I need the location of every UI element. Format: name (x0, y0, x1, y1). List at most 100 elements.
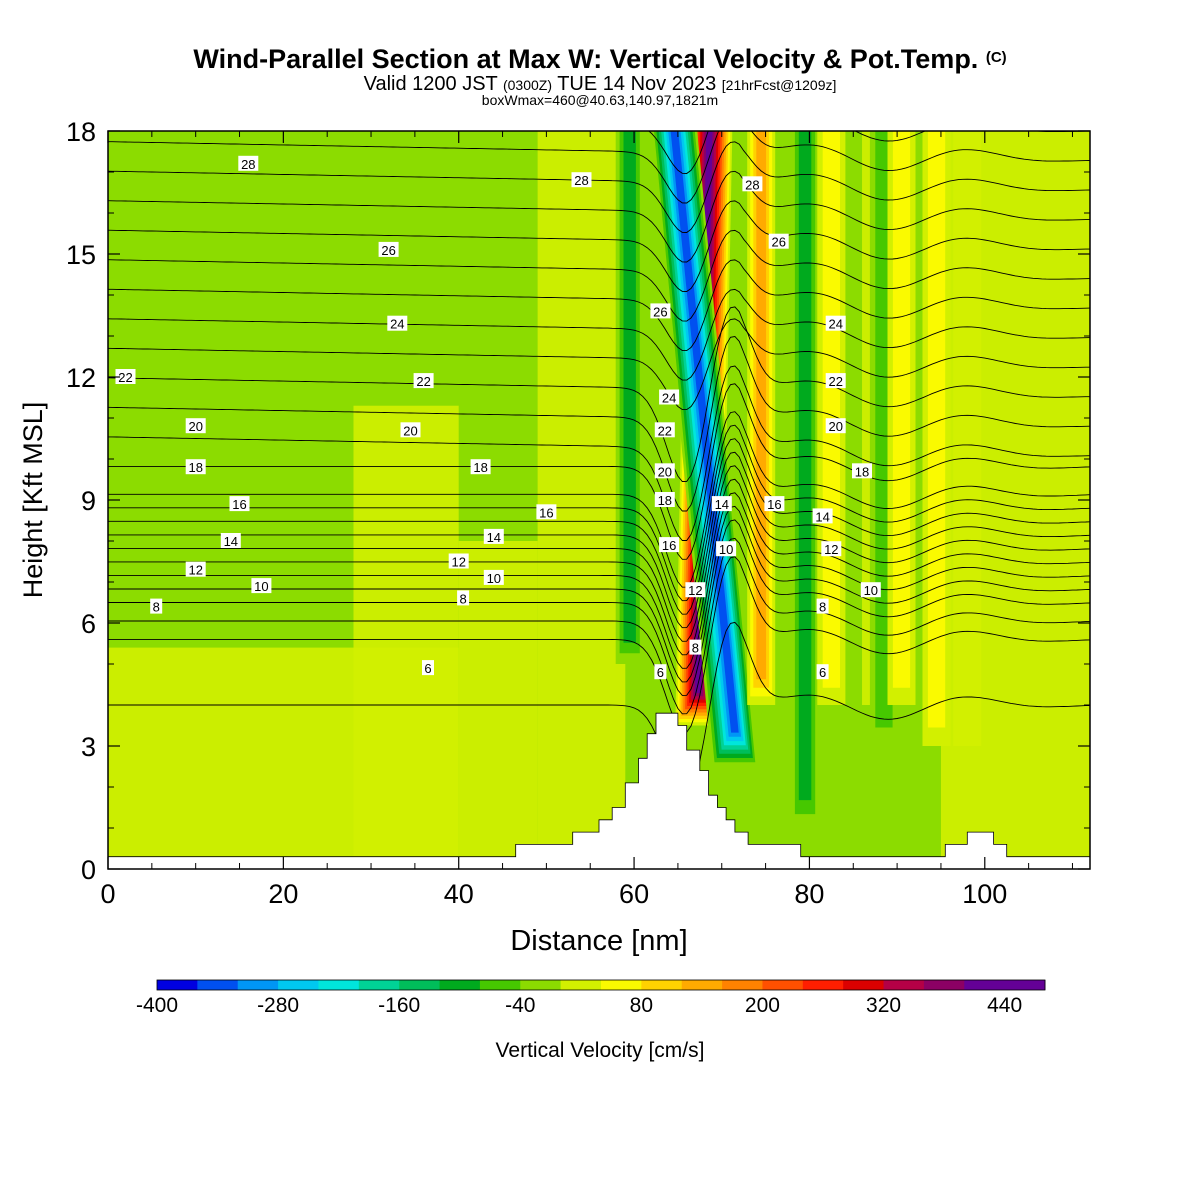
theta-contour (108, 259, 1090, 352)
colorbar-tick-label: 200 (745, 994, 780, 1017)
theta-label-bg (422, 660, 434, 676)
colorbar-swatch (1004, 980, 1046, 990)
theta-label-text: 6 (657, 665, 664, 680)
theta-label-bg (185, 459, 206, 475)
colorbar-swatch (157, 980, 198, 990)
theta-label-text: 26 (381, 243, 395, 258)
y-tick-label: 15 (66, 240, 96, 270)
theta-contour (108, 556, 1090, 733)
theta-contour (108, 411, 1090, 588)
colorbar-frame (156, 979, 1046, 991)
theta-label-bg (654, 664, 667, 680)
theta-label-bg (229, 496, 250, 512)
theta-label-bg (387, 315, 408, 331)
theta-label: 10 (251, 578, 272, 594)
theta-label: 12 (185, 561, 206, 578)
theta-label: 16 (536, 504, 557, 520)
terrain (108, 712, 1090, 869)
theta-label-text: 22 (416, 374, 430, 389)
theta-label-bg (115, 369, 136, 384)
theta-label: 14 (711, 496, 732, 512)
theta-label: 14 (483, 528, 504, 545)
theta-label: 8 (457, 590, 470, 606)
theta-contour (108, 229, 1090, 322)
theta-label-text: 22 (828, 374, 842, 389)
theta-label: 14 (812, 508, 833, 524)
chart-subtitle: Valid 1200 JST (0300Z) TUE 14 Nov 2023 [… (363, 73, 837, 95)
vertical-velocity-field (108, 131, 1090, 869)
theta-label-text: 18 (188, 460, 202, 475)
theta-contour (108, 200, 1090, 292)
theta-label-bg (764, 496, 785, 512)
theta-label-text: 24 (390, 317, 404, 332)
theta-label-bg (571, 172, 592, 188)
theta-label-bg (536, 504, 557, 520)
theta-contour (108, 537, 1090, 715)
theta-label-text: 10 (487, 571, 501, 586)
colorbar-label: Vertical Velocity [cm/s] (496, 1039, 705, 1062)
theta-label-text: 28 (241, 157, 255, 172)
theta-label-text: 12 (688, 583, 702, 598)
x-tick-label: 40 (444, 879, 474, 909)
theta-label: 22 (654, 422, 675, 438)
theta-contour (108, 424, 1090, 602)
theta-label-bg (654, 492, 675, 507)
theta-label-text: 14 (715, 497, 729, 512)
theta-label-text: 26 (771, 235, 785, 250)
colorbar-tick-label: -40 (505, 994, 535, 1017)
theta-label-text: 28 (574, 173, 588, 188)
theta-label: 14 (220, 533, 241, 549)
theta-contours (108, 131, 1090, 799)
theta-contour (108, 288, 1090, 381)
colorbar-swatch (399, 980, 441, 990)
theta-label-bg (825, 373, 846, 389)
weak-band (353, 405, 459, 869)
theta-contour-labels: 28 28 28 26 26 26 24 24 24 22 22 22 22 20 20 20 20 18 18 18… (115, 155, 881, 680)
theta-label-text: 10 (254, 579, 268, 594)
theta-label-bg (812, 508, 833, 524)
terrain-shape (108, 712, 1090, 869)
colorbar-swatch (601, 980, 642, 990)
theta-label-text: 20 (403, 423, 417, 438)
theta-label: 24 (387, 315, 408, 332)
theta-label-text: 16 (767, 497, 781, 512)
theta-label-text: 6 (424, 661, 431, 676)
theta-label: 10 (716, 541, 737, 557)
theta-label-bg (816, 598, 829, 614)
theta-label-text: 16 (662, 538, 676, 553)
theta-label: 18 (185, 459, 206, 475)
theta-label: 22 (413, 373, 434, 389)
theta-label-text: 8 (692, 641, 699, 656)
theta-label: 8 (816, 598, 829, 615)
theta-label-bg (483, 528, 504, 544)
theta-label: 8 (150, 598, 163, 615)
theta-contour (108, 131, 1090, 204)
colorbar-swatch (802, 980, 844, 990)
colorbar-swatch (237, 980, 279, 990)
colorbar-swatch (358, 980, 400, 990)
theta-contour (108, 492, 1090, 669)
axes: 0 20 40 60 80 100 0 3 6 9 12 15 18 (66, 117, 1090, 909)
theta-label-bg (742, 176, 763, 192)
y-tick-label: 6 (81, 609, 96, 639)
theta-label: 6 (816, 664, 829, 680)
colorbar-tick-label: 320 (866, 994, 901, 1017)
y-tick-label: 12 (66, 363, 96, 393)
theta-label-bg (768, 233, 789, 249)
colorbar-tick-label: -280 (257, 994, 299, 1017)
theta-label-bg (378, 241, 399, 257)
theta-label-bg (185, 561, 206, 577)
colorbar-swatch (681, 980, 723, 990)
y-tick-label: 0 (81, 855, 96, 885)
velocity-level (892, 131, 911, 688)
theta-label-text: 20 (188, 419, 202, 434)
theta-label: 12 (685, 582, 706, 598)
colorbar-swatch (439, 980, 481, 990)
theta-label: 6 (422, 660, 434, 676)
theta-label-bg (413, 373, 434, 389)
x-tick-label: 100 (962, 879, 1007, 909)
theta-label: 12 (448, 553, 469, 570)
theta-contour (108, 336, 1090, 512)
theta-label-text: 16 (232, 497, 246, 512)
